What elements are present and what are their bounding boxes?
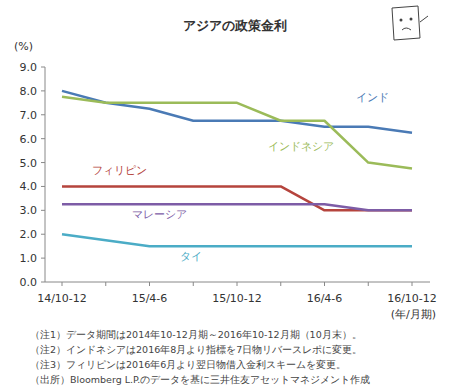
icon (392, 6, 428, 40)
y-tick-label: 3.0 (20, 204, 38, 217)
series-label: フィリピン (92, 164, 147, 177)
chart: アジアの政策金利 (%) 0.0 1.0 2.0 3.0 4.0 5.0 6.0 7.0 8.0 9.… (0, 0, 450, 392)
series-line (62, 234, 412, 246)
x-tick-label: 14/10-12 (37, 292, 87, 305)
y-tick (41, 114, 45, 115)
y-tick (41, 186, 45, 187)
series-label: マレーシア (132, 208, 187, 221)
x-tick (324, 282, 325, 286)
y-tick (41, 138, 45, 139)
y-tick (41, 90, 45, 91)
x-tick (105, 282, 106, 286)
icon-eye (410, 18, 413, 21)
series-label: タイ (180, 250, 202, 263)
y-tick-label: 2.0 (20, 228, 38, 241)
x-tick-label: 16/4-6 (307, 292, 343, 305)
x-tick (149, 282, 150, 286)
icon-mouth (402, 28, 411, 30)
y-tick-label: 5.0 (20, 157, 38, 170)
y-tick-label: 1.0 (20, 252, 38, 265)
icon-eye (400, 19, 403, 22)
y-tick-label: 0.0 (20, 276, 38, 289)
y-tick-label: 4.0 (20, 180, 38, 193)
y-tick-label: 7.0 (20, 109, 38, 122)
note: （注1）データ期間は2014年10-12月期～2016年10-12月期（10月末… (30, 329, 362, 340)
note: （注2）インドネシアは2016年8月より指標を7日物リバースレポに変更。 (30, 344, 362, 355)
x-label: (年/月期) (391, 308, 436, 321)
icon-body (392, 6, 420, 40)
x-tick-label: 15/10-12 (212, 292, 262, 305)
y-axis (45, 67, 46, 282)
x-tick-label: 15/4-6 (132, 292, 168, 305)
series-line (62, 91, 412, 133)
plot-area (62, 91, 412, 246)
note: （出所）Bloomberg L.P.のデータを基に三井住友アセットマネジメント作… (30, 374, 370, 385)
series-label: インド (356, 91, 389, 104)
x-tick (368, 282, 369, 286)
icon-arm (420, 16, 428, 22)
y-tick (41, 258, 45, 259)
y-tick (41, 210, 45, 211)
y-tick (41, 282, 45, 283)
note: （注3）フィリピンは2016年6月より翌日物借入金利スキームを変更。 (30, 359, 346, 370)
y-tick (41, 162, 45, 163)
x-tick (193, 282, 194, 286)
y-tick (41, 234, 45, 235)
x-tick (412, 282, 413, 286)
y-tick (41, 67, 45, 68)
series-line (62, 97, 412, 169)
x-tick (237, 282, 238, 286)
y-tick-label: 9.0 (20, 61, 38, 74)
series-line (62, 204, 412, 210)
title: アジアの政策金利 (183, 18, 287, 33)
x-tick (280, 282, 281, 286)
series-label: インドネシア (268, 140, 334, 153)
y-label: (%) (14, 40, 33, 53)
x-tick-label: 16/10-12 (387, 292, 437, 305)
y-tick-label: 8.0 (20, 85, 38, 98)
series-line (62, 186, 412, 210)
y-tick-label: 6.0 (20, 133, 38, 146)
x-tick (62, 282, 63, 286)
